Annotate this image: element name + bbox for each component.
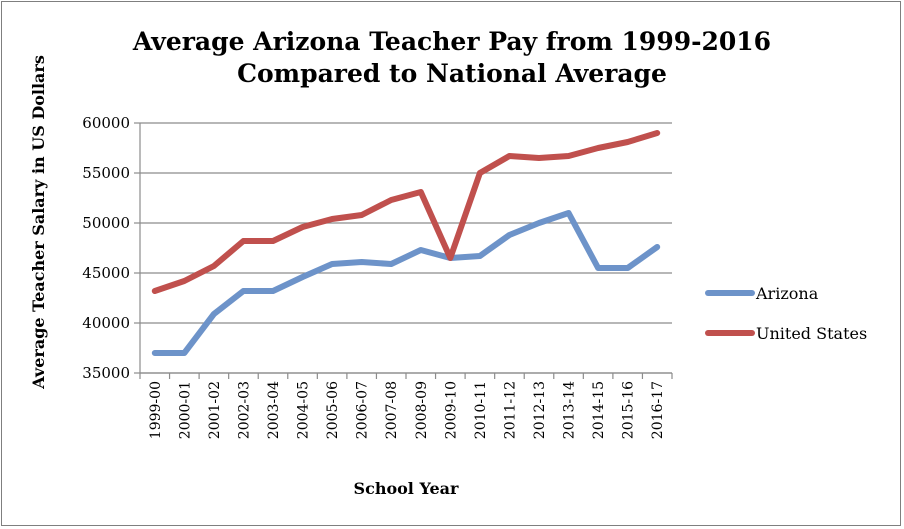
data-point xyxy=(302,276,304,278)
legend-label-1: United States xyxy=(756,324,867,343)
x-tick-label: 2013-14 xyxy=(562,381,578,439)
data-point xyxy=(361,214,363,216)
data-point xyxy=(597,267,599,269)
gridlines xyxy=(140,122,672,374)
data-point xyxy=(390,199,392,201)
y-tick-labels: 35000 40000 45000 50000 55000 60000 xyxy=(82,114,130,382)
x-tick-label: 2003-04 xyxy=(266,381,282,439)
y-tick-label: 60000 xyxy=(82,114,130,132)
data-point xyxy=(242,290,244,292)
data-point xyxy=(331,263,333,265)
data-point xyxy=(272,240,274,242)
y-axis-label: Average Teacher Salary in US Dollars xyxy=(29,55,48,390)
data-point xyxy=(420,249,422,251)
data-point xyxy=(183,352,185,354)
y-tick-label: 35000 xyxy=(82,364,130,382)
y-tick-label: 50000 xyxy=(82,214,130,232)
data-point xyxy=(154,352,156,354)
x-tick-label: 2002-03 xyxy=(236,381,252,439)
y-tick-label: 45000 xyxy=(82,264,130,282)
series-lines xyxy=(151,130,661,356)
data-point xyxy=(656,246,658,248)
x-tick-label: 2014-15 xyxy=(591,381,607,439)
data-point xyxy=(479,255,481,257)
data-point xyxy=(361,261,363,263)
axes xyxy=(134,122,673,379)
series-line-0 xyxy=(151,210,661,356)
x-tick-label: 2016-17 xyxy=(650,381,666,439)
data-point xyxy=(568,212,570,214)
data-point xyxy=(627,267,629,269)
x-tick-label: 2005-06 xyxy=(325,381,341,439)
data-point xyxy=(538,157,540,159)
x-tick-label: 2008-09 xyxy=(414,381,430,439)
x-tick-label: 2006-07 xyxy=(355,381,371,439)
data-point xyxy=(597,147,599,149)
x-tick-label: 2009-10 xyxy=(443,381,459,439)
data-point xyxy=(331,218,333,220)
data-point xyxy=(213,313,215,315)
x-tick-label: 2000-01 xyxy=(177,381,193,439)
x-tick-label: 2001-02 xyxy=(207,381,223,439)
chart-title-line-2: Compared to National Average xyxy=(237,59,667,88)
data-point xyxy=(568,155,570,157)
x-tick-label: 1999-00 xyxy=(148,381,164,439)
x-axis-label: School Year xyxy=(354,479,460,498)
x-tick-label: 2015-16 xyxy=(621,381,637,439)
data-point xyxy=(627,141,629,143)
data-point xyxy=(272,290,274,292)
x-tick-label: 2010-11 xyxy=(473,381,489,439)
y-tick-label: 55000 xyxy=(82,164,130,182)
data-point xyxy=(449,257,451,259)
chart-title: Average Arizona Teacher Pay from 1999-20… xyxy=(0,26,904,90)
data-point xyxy=(479,172,481,174)
data-point xyxy=(420,191,422,193)
x-tick-label: 2004-05 xyxy=(296,381,312,439)
legend: Arizona United States xyxy=(705,284,867,343)
data-point xyxy=(242,240,244,242)
data-point xyxy=(538,222,540,224)
data-point xyxy=(154,290,156,292)
series-line-1 xyxy=(151,130,661,294)
data-point xyxy=(213,265,215,267)
x-tick-labels: 1999-00 2000-01 2001-02 2002-03 2003-04 2004-… xyxy=(148,381,666,439)
x-tick-label: 2012-13 xyxy=(532,381,548,439)
legend-label-0: Arizona xyxy=(755,284,819,303)
data-point xyxy=(302,226,304,228)
data-point xyxy=(390,263,392,265)
data-point xyxy=(508,234,510,236)
x-tick-label: 2011-12 xyxy=(502,381,518,439)
y-tick-label: 40000 xyxy=(82,314,130,332)
data-point xyxy=(508,155,510,157)
x-tick-label: 2007-08 xyxy=(384,381,400,439)
data-point xyxy=(656,132,658,134)
data-point xyxy=(183,280,185,282)
chart-title-line-1: Average Arizona Teacher Pay from 1999-20… xyxy=(132,27,772,56)
